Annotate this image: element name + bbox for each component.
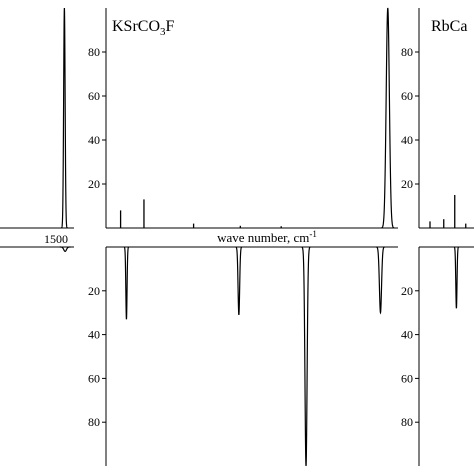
bottom-y-ticks: 20 20 40 40 60 60 80 80: [88, 284, 419, 429]
bottom-spectrum-peak: [235, 246, 243, 316]
compound-formula-subscript: 3: [160, 26, 166, 38]
top-spectrum-peak: [61, 7, 68, 229]
compound-formula-main: KSrCO: [112, 18, 160, 35]
bottom-y-tick-label: 40: [88, 328, 100, 342]
bottom-y-tick-label: 20: [88, 284, 100, 298]
top-y-tick-label: 20: [401, 177, 413, 191]
bottom-y-tick-label: 20: [401, 284, 413, 298]
bottom-y-tick-label: 60: [88, 371, 100, 385]
compound-formula-suffix: F: [166, 18, 175, 35]
x-axis-label: wave number, cm-1: [217, 229, 317, 245]
top-y-tick-label: 80: [88, 45, 100, 59]
bottom-y-tick-label: 80: [401, 415, 413, 429]
top-spectrum-peak: [381, 7, 395, 229]
top-y-tick-label: 60: [401, 89, 413, 103]
top-y-tick-label: 40: [88, 133, 100, 147]
bottom-y-tick-label: 60: [401, 371, 413, 385]
top-y-tick-label: 40: [401, 133, 413, 147]
bottom-spectrum-peak: [301, 246, 311, 467]
bottom-y-tick-label: 80: [88, 415, 100, 429]
bottom-panel-axes: [0, 246, 474, 466]
bottom-y-tick-label: 40: [401, 328, 413, 342]
top-y-ticks: 20 20 40 40 60 60 80 80: [88, 45, 419, 191]
bottom-spectrum-peak: [376, 246, 385, 315]
x-axis-label-superscript: -1: [309, 229, 317, 239]
right-compound-label: RbCa: [431, 18, 467, 35]
top-y-tick-label: 20: [88, 177, 100, 191]
bottom-spectrum-peak: [123, 246, 130, 320]
bottom-spectrum-peak: [59, 246, 71, 252]
top-panel-axes: [0, 8, 474, 229]
compound-label: KSrCO3F: [112, 18, 175, 38]
spectrum-marks: [59, 7, 467, 467]
top-y-tick-label: 60: [88, 89, 100, 103]
x-axis-label-text: wave number, cm: [217, 230, 309, 245]
top-y-tick-label: 80: [401, 45, 413, 59]
bottom-spectrum-peak: [453, 246, 459, 309]
x-tick-label-1500: 1500: [44, 232, 68, 246]
